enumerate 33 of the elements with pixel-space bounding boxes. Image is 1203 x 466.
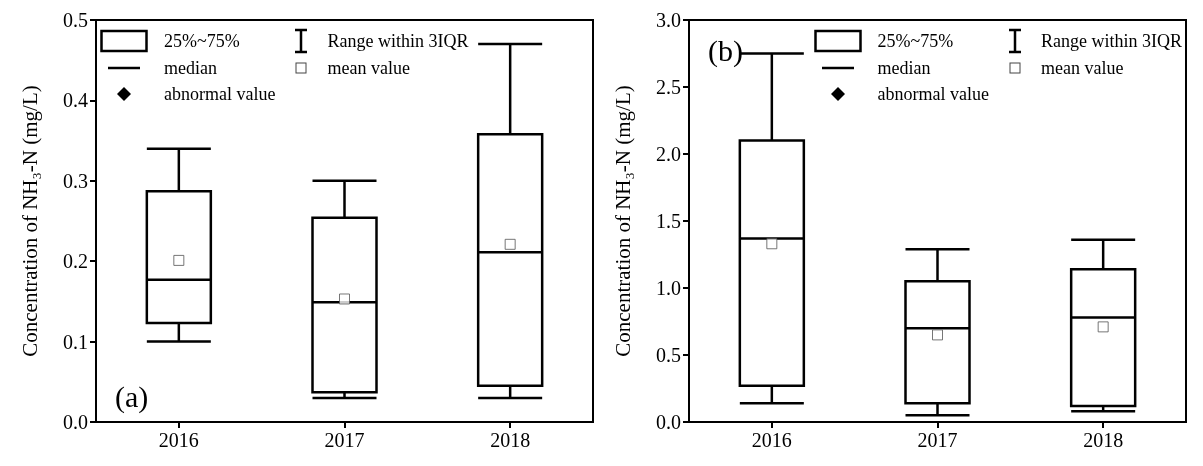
y-tick-label: 1.0 <box>656 277 681 299</box>
y-tick-label: 0.2 <box>63 250 88 273</box>
x-tick-label: 2016 <box>158 429 199 451</box>
y-tick-label: 2.5 <box>656 76 681 98</box>
annotation: 25%~75% <box>164 30 241 53</box>
y-tick-label: 0.0 <box>63 411 88 433</box>
annotation: Range within 3IQR <box>327 30 469 53</box>
annotation: mean value <box>327 57 411 80</box>
y-tick-label: 0.3 <box>63 169 88 192</box>
annotation: abnormal value <box>164 83 276 106</box>
y-tick-label: 0.5 <box>63 9 88 31</box>
x-tick-label: 2016 <box>751 429 792 451</box>
annotation: 25%~75% <box>877 30 955 53</box>
x-tick-label: 2017 <box>324 429 365 451</box>
annotation: Range within 3IQR <box>1041 30 1182 53</box>
chart-title: (b) <box>708 33 743 68</box>
y-axis-title: Concentration of NH₃-N (mg/L) <box>610 85 635 357</box>
y-tick-label: 0.4 <box>63 89 88 112</box>
y-tick-label: 0.1 <box>63 330 88 353</box>
y-tick-label: 0.0 <box>656 411 681 433</box>
text: (a) <box>115 379 149 414</box>
x-tick-label: 2018 <box>490 429 531 451</box>
annotation: median <box>877 57 932 80</box>
y-tick-label: 1.5 <box>656 210 681 232</box>
annotation: mean value <box>1041 57 1125 80</box>
annotation: abnormal value <box>877 83 989 106</box>
x-tick-label: 2018 <box>1083 429 1124 451</box>
y-tick-label: 3.0 <box>656 9 681 31</box>
x-tick-label: 2017 <box>917 429 958 451</box>
y-tick-label: 0.5 <box>656 344 681 366</box>
annotation: median <box>164 57 218 80</box>
y-tick-label: 2.0 <box>656 143 681 165</box>
y-axis-title: Concentration of NH₃-N (mg/L) <box>17 85 42 357</box>
